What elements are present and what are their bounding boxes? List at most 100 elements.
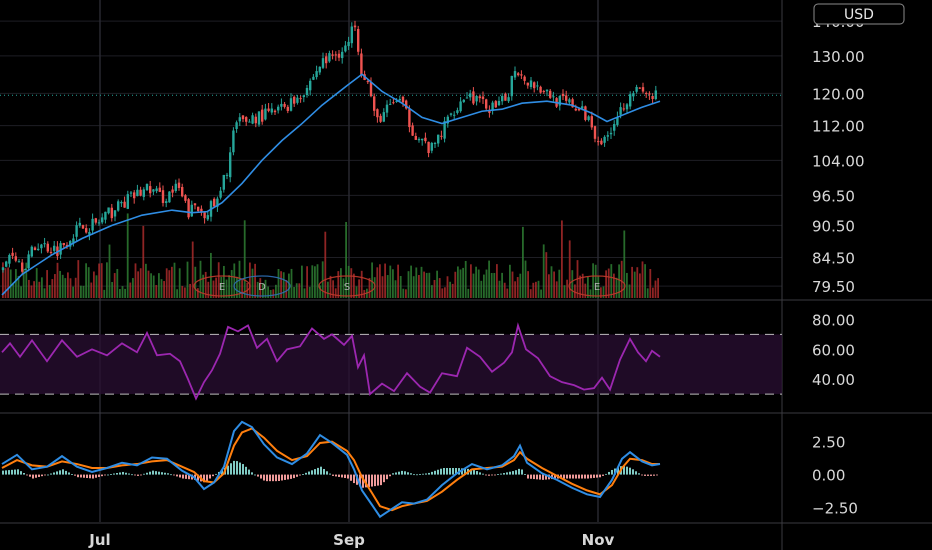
- candle-body: [472, 91, 475, 104]
- candle-body: [286, 106, 289, 111]
- candle-body: [267, 108, 270, 111]
- candle-body: [357, 29, 360, 52]
- candle-body: [584, 106, 587, 120]
- volume-bar: [124, 288, 126, 298]
- macd-histogram-bar: [395, 472, 397, 475]
- volume-bar: [451, 283, 454, 298]
- volume-bar: [113, 273, 116, 298]
- volume-bar: [524, 260, 527, 298]
- volume-bar: [376, 267, 379, 298]
- currency-badge[interactable]: USD: [813, 3, 905, 25]
- time-axis-label: Nov: [582, 531, 615, 549]
- volume-bar: [295, 283, 298, 298]
- macd-histogram-bar: [542, 474, 544, 480]
- volume-bar: [163, 281, 165, 298]
- macd-histogram-bar: [287, 474, 289, 480]
- volume-bar: [467, 288, 470, 298]
- volume-bar: [165, 268, 168, 298]
- macd-histogram-bar: [494, 474, 496, 476]
- macd-histogram-bar: [593, 474, 595, 478]
- volume-bar: [636, 267, 639, 298]
- macd-histogram-bar: [266, 474, 268, 482]
- macd-histogram-bar: [236, 461, 238, 475]
- macd-histogram-bar: [113, 473, 115, 475]
- volume-bar: [514, 281, 516, 298]
- volume-bar: [15, 269, 17, 298]
- volume-bar: [25, 262, 28, 298]
- candle-body: [11, 252, 14, 256]
- macd-histogram-bar: [110, 474, 112, 475]
- volume-bar: [470, 264, 472, 298]
- volume-bar: [602, 286, 605, 298]
- candle-body: [593, 126, 597, 139]
- candle-body: [497, 100, 501, 106]
- volume-bar: [277, 269, 280, 298]
- volume-bar: [589, 289, 592, 298]
- time-axis[interactable]: Jul Sep Nov: [88, 531, 614, 549]
- volume-bar: [46, 270, 48, 298]
- volume-bar: [4, 268, 7, 298]
- macd-histogram-bar: [233, 460, 235, 475]
- rsi-panel[interactable]: [0, 322, 782, 401]
- macd-histogram-bar: [410, 473, 412, 475]
- candle-body: [273, 110, 277, 113]
- candle-body: [142, 189, 145, 197]
- macd-histogram-bar: [518, 468, 520, 475]
- macd-histogram-bar: [416, 474, 418, 476]
- candle-body: [561, 93, 565, 97]
- volume-bar: [394, 280, 397, 298]
- candle-body: [481, 96, 485, 99]
- volume-bar: [457, 266, 459, 298]
- candle-body: [369, 81, 373, 97]
- candle-body: [513, 71, 517, 78]
- candle-body: [101, 217, 104, 223]
- volume-bar: [282, 272, 285, 298]
- macd-histogram-bar: [188, 474, 190, 480]
- macd-histogram-bar: [2, 470, 4, 475]
- macd-histogram-bar: [602, 474, 604, 476]
- candle-body: [449, 113, 453, 115]
- volume-bar: [316, 264, 319, 298]
- volume-bar: [381, 276, 384, 298]
- candle-body: [523, 76, 526, 81]
- macd-histogram-bar: [581, 474, 583, 479]
- candle-body: [462, 99, 465, 102]
- macd-histogram-bar: [32, 474, 34, 479]
- volume-bar: [529, 289, 532, 298]
- event-marker: [318, 275, 376, 297]
- candle-body: [8, 255, 11, 264]
- macd-histogram-bar: [380, 474, 382, 486]
- macd-histogram-bar: [143, 473, 145, 475]
- candle-body: [401, 96, 405, 103]
- candle-body: [334, 54, 337, 56]
- volume-bar: [106, 262, 108, 298]
- volume-bar: [485, 269, 488, 298]
- candle-body: [177, 182, 181, 188]
- volume-bar: [241, 279, 243, 298]
- candle-body: [280, 103, 283, 107]
- macd-histogram-bar: [452, 468, 454, 475]
- volume-bar: [360, 270, 363, 298]
- candle-body: [187, 199, 190, 218]
- candle-body: [94, 218, 97, 223]
- macd-histogram-bar: [383, 474, 385, 483]
- macd-histogram-bar: [245, 466, 247, 475]
- volume-bar: [181, 285, 184, 298]
- macd-panel[interactable]: [1, 420, 661, 519]
- candle-body: [24, 268, 27, 270]
- volume-bar: [275, 284, 277, 298]
- candle-body: [533, 82, 536, 89]
- price-axis-label: −2.50: [812, 500, 858, 518]
- macd-histogram-bar: [506, 472, 508, 475]
- volume-bar: [353, 273, 355, 298]
- volume-bar: [87, 267, 90, 298]
- volume-bar: [59, 270, 61, 298]
- candle-body: [382, 112, 385, 122]
- macd-histogram-bar: [389, 474, 391, 477]
- macd-histogram-bar: [296, 474, 298, 477]
- candle-body: [565, 95, 568, 101]
- candle-body: [293, 96, 296, 104]
